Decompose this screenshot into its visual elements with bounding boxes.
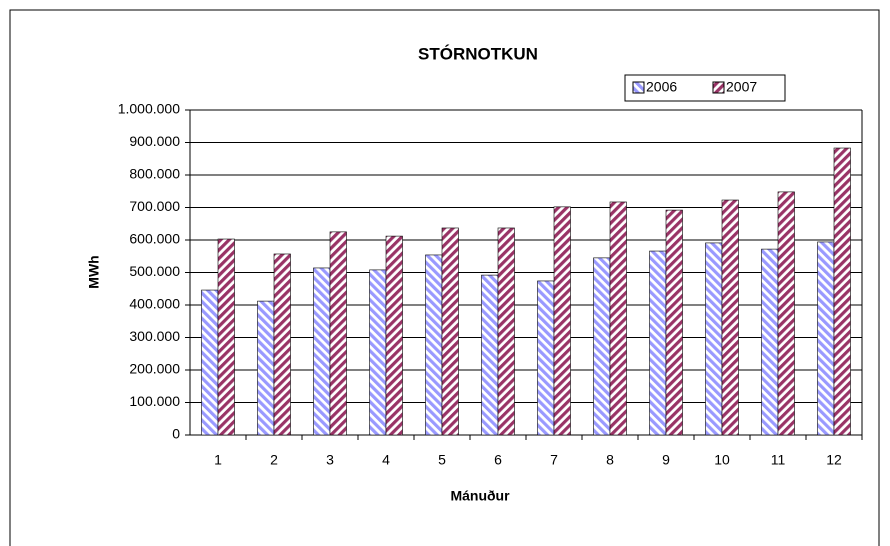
y-tick-label: 200.000 (129, 361, 180, 377)
y-tick-label: 500.000 (129, 263, 180, 279)
bar (761, 248, 779, 436)
bar (777, 191, 795, 436)
x-tick-label: 11 (771, 452, 786, 468)
bar (273, 253, 291, 436)
x-tick-label: 8 (606, 452, 614, 468)
bar (553, 206, 571, 436)
bar (665, 209, 683, 436)
bar (425, 254, 443, 436)
bar (649, 250, 667, 436)
legend-box (624, 74, 786, 102)
legend-swatch (632, 81, 645, 94)
bar (833, 147, 851, 436)
bar (369, 269, 387, 436)
legend-label: 2007 (726, 79, 757, 95)
legend-label: 2006 (646, 79, 677, 95)
y-tick-label: 1.000.000 (118, 101, 180, 117)
bar (537, 280, 555, 436)
y-axis-title: MWh (86, 255, 102, 288)
bar (705, 242, 723, 436)
x-tick-label: 10 (714, 452, 730, 468)
bar (481, 274, 499, 436)
x-tick-label: 2 (270, 452, 278, 468)
y-tick-label: 800.000 (129, 166, 180, 182)
y-tick-label: 700.000 (129, 198, 180, 214)
x-tick-label: 12 (826, 452, 842, 468)
bar (385, 235, 403, 436)
x-axis-title: Mánuður (450, 488, 510, 504)
chart-title: STÓRNOTKUN (418, 44, 538, 63)
bar (609, 201, 627, 436)
x-tick-label: 1 (214, 452, 222, 468)
bar (497, 227, 515, 436)
bar (593, 257, 611, 436)
bar (441, 227, 459, 436)
x-tick-label: 6 (494, 452, 502, 468)
bar (329, 231, 347, 436)
y-tick-label: 0 (172, 426, 180, 442)
y-tick-label: 400.000 (129, 296, 180, 312)
bar (721, 199, 739, 436)
legend-swatch (712, 81, 725, 94)
x-tick-label: 7 (550, 452, 558, 468)
x-tick-label: 5 (438, 452, 446, 468)
bar (217, 238, 235, 436)
x-tick-label: 4 (382, 452, 390, 468)
bar (201, 289, 219, 436)
y-tick-label: 600.000 (129, 231, 180, 247)
x-tick-label: 3 (326, 452, 334, 468)
x-tick-label: 9 (662, 452, 670, 468)
y-tick-label: 300.000 (129, 328, 180, 344)
bar (817, 241, 835, 436)
bar (257, 300, 275, 436)
y-tick-label: 100.000 (129, 393, 180, 409)
y-tick-label: 900.000 (129, 133, 180, 149)
bar (313, 267, 331, 436)
